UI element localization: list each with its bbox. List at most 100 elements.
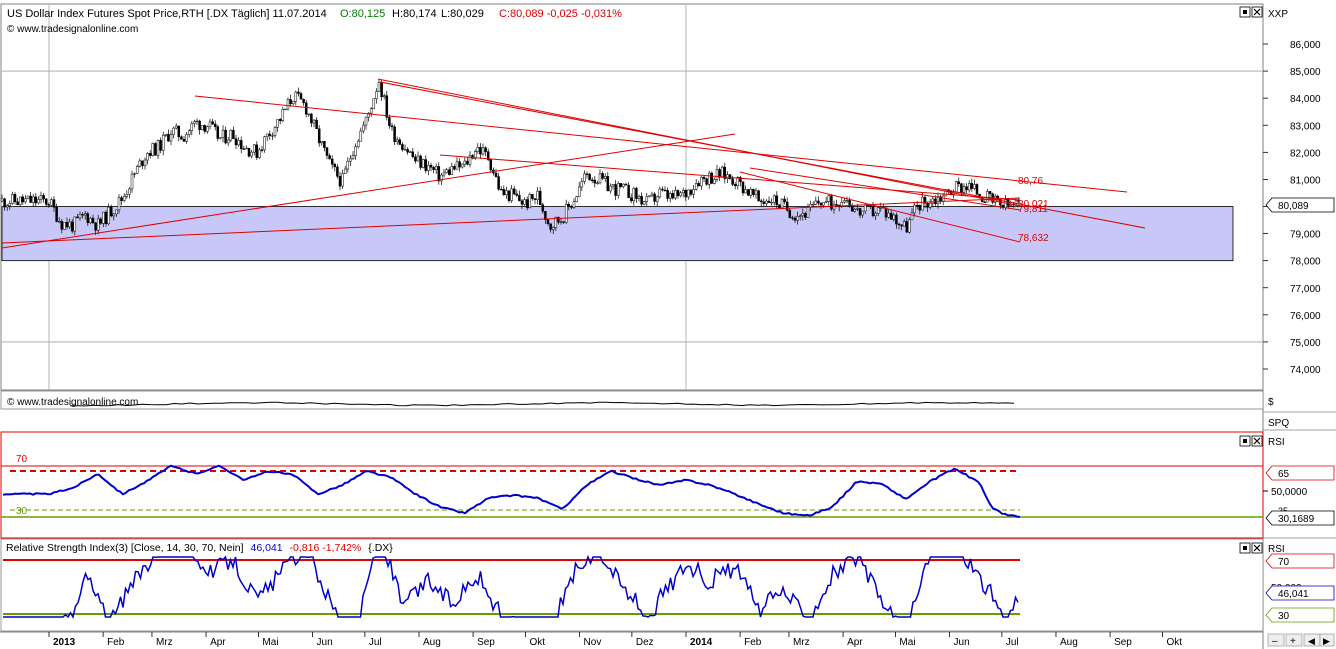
candle: [16, 201, 19, 205]
trendline: [379, 81, 1146, 229]
candle: [281, 109, 285, 121]
candle: [843, 200, 846, 203]
candle: [889, 212, 893, 220]
candle: [757, 190, 760, 202]
candle: [159, 140, 162, 151]
price-tick-label: 81,000: [1290, 175, 1321, 186]
candle: [34, 196, 38, 204]
panel4-window-buttons[interactable]: [1239, 542, 1263, 554]
candle: [273, 126, 277, 136]
scroll-right-button[interactable]: [1319, 633, 1335, 647]
candle: [403, 149, 407, 151]
candle: [811, 203, 815, 206]
candle: [39, 195, 43, 200]
candle: [258, 149, 261, 158]
candle: [541, 204, 545, 212]
maximize-icon-inner: [1243, 10, 1247, 14]
candle: [549, 223, 552, 230]
price-tick-label: 85,000: [1290, 67, 1321, 78]
candle: [585, 173, 589, 175]
candle: [401, 144, 404, 150]
candle: [330, 158, 334, 165]
price-tick-label: 76,000: [1290, 311, 1321, 322]
zoom-in-button[interactable]: [1285, 633, 1303, 647]
candle: [466, 160, 469, 165]
candle: [60, 221, 64, 230]
candle: [315, 119, 318, 130]
candle: [520, 200, 524, 205]
header-close: C:80,089 -0,025 -0,031%: [499, 8, 622, 20]
candle: [583, 173, 586, 182]
candle: [801, 213, 805, 217]
candle: [206, 126, 209, 132]
candle: [382, 95, 386, 98]
candle: [910, 212, 914, 221]
candle: [905, 221, 909, 233]
candle: [375, 91, 378, 99]
candle: [507, 190, 511, 201]
candle: [793, 217, 797, 221]
candle: [427, 164, 430, 171]
candle: [614, 184, 617, 196]
x-tick-label: Jun: [954, 637, 970, 648]
maximize-icon-inner: [1243, 439, 1247, 443]
x-tick-label: 2013: [53, 637, 76, 648]
candle: [265, 133, 269, 137]
candle: [393, 126, 396, 143]
candle: [237, 140, 240, 146]
candle: [453, 165, 456, 170]
candle: [988, 191, 992, 194]
price-tick-label: 77,000: [1290, 284, 1321, 295]
candle: [554, 216, 558, 228]
x-tick-label: Aug: [423, 637, 441, 648]
candle: [616, 183, 620, 196]
candle: [187, 130, 191, 135]
candle: [354, 146, 357, 156]
trendline: [194, 95, 1128, 193]
candle: [481, 147, 485, 155]
panel1-window-buttons[interactable]: [1239, 6, 1263, 18]
candle: [544, 211, 547, 221]
candle: [726, 174, 729, 179]
candle: [658, 188, 662, 198]
candle: [341, 173, 344, 187]
candle: [70, 221, 74, 232]
candle: [848, 200, 851, 207]
candle: [744, 189, 747, 194]
candle: [307, 113, 311, 116]
candle: [346, 160, 350, 170]
last-price-badge: 80,089: [1265, 197, 1335, 213]
candle: [603, 176, 607, 179]
zoom-controls[interactable]: – + ◀ ▶: [1267, 633, 1335, 647]
candle: [182, 139, 186, 142]
candle: [780, 198, 784, 209]
candle: [450, 165, 454, 175]
candle: [141, 160, 144, 167]
x-tick-label: Apr: [847, 637, 863, 648]
trendline-label: 78,632: [1018, 233, 1049, 244]
candle: [523, 199, 526, 205]
zoom-out-button[interactable]: [1267, 633, 1285, 647]
candle: [198, 120, 201, 131]
candle: [156, 140, 160, 156]
candle: [515, 193, 519, 196]
x-tick-label: Apr: [210, 637, 226, 648]
trendline-label: 80,76: [1018, 176, 1043, 187]
candle: [317, 128, 321, 144]
header-high: H:80,174: [392, 8, 437, 20]
price-panel: [0, 3, 1264, 391]
candle: [362, 124, 365, 132]
candle: [546, 219, 550, 224]
candle: [567, 203, 571, 207]
candle: [632, 187, 636, 202]
candle: [167, 133, 170, 142]
candle: [294, 91, 298, 102]
rsi-axis-label: RSI: [1268, 437, 1285, 448]
panel3-window-buttons[interactable]: [1239, 435, 1263, 447]
scroll-left-icon: ◀: [1308, 636, 1315, 646]
candle: [304, 102, 308, 115]
candle: [499, 188, 503, 191]
candle: [312, 119, 316, 124]
candle: [310, 113, 313, 124]
rsi-level-70-label: 70: [16, 454, 28, 465]
